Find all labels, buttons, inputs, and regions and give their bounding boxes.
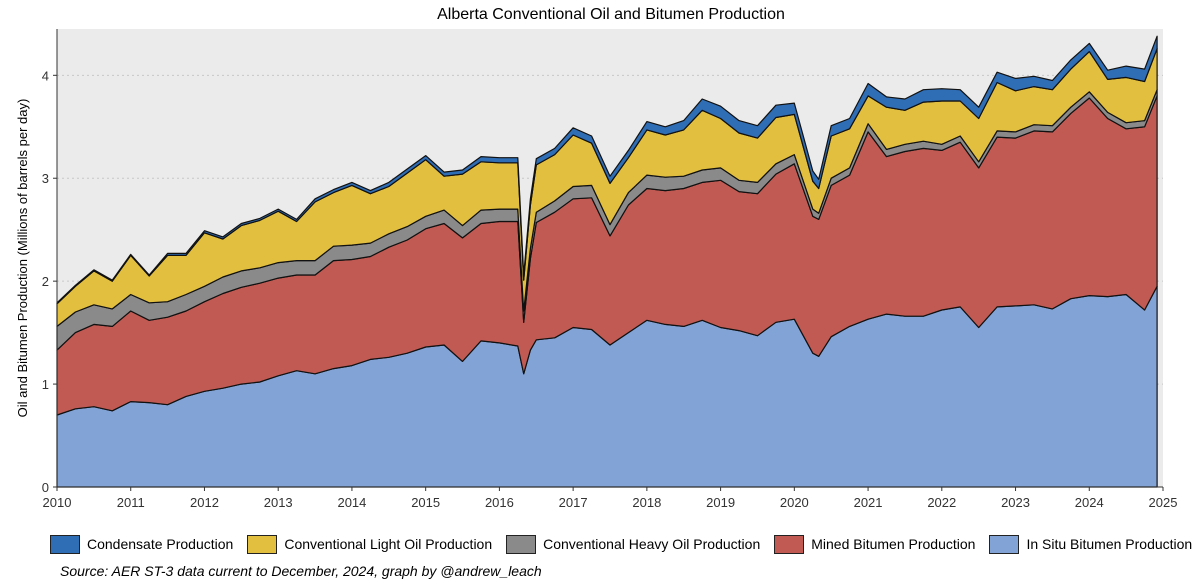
legend-swatch [989, 534, 1020, 554]
legend-item: Condensate Production [50, 534, 234, 554]
legend-item: Conventional Light Oil Production [247, 534, 493, 554]
x-tick-label: 2010 [43, 495, 72, 510]
x-tick-label: 2011 [117, 495, 145, 510]
x-tick-label: 2015 [411, 495, 440, 510]
x-tick-label: 2017 [559, 495, 588, 510]
y-tick-label: 1 [42, 377, 49, 392]
x-tick-label: 2016 [485, 495, 514, 510]
chart: Alberta Conventional Oil and Bitumen Pro… [15, 6, 1178, 510]
x-tick-label: 2018 [632, 495, 661, 510]
legend-label: Mined Bitumen Production [811, 536, 976, 552]
y-tick-label: 0 [42, 480, 49, 495]
legend-label: Conventional Light Oil Production [284, 536, 493, 552]
legend-swatch [506, 534, 537, 554]
legend: Condensate Production Conventional Light … [50, 531, 1200, 557]
x-tick-label: 2014 [337, 495, 366, 510]
legend-label: Condensate Production [87, 536, 234, 552]
axes: 0 1 2 3 4 2010 2011 2012 2013 2014 2015 2016 2017 201… [42, 29, 1178, 510]
legend-swatch [247, 534, 278, 554]
y-tick-label: 4 [42, 68, 49, 83]
legend-label: In Situ Bitumen Production [1026, 536, 1193, 552]
legend-swatch [50, 534, 80, 554]
legend-item: Mined Bitumen Production [774, 534, 976, 554]
y-tick-label: 3 [42, 171, 49, 186]
stacked-areas [56, 35, 1158, 488]
x-tick-label: 2024 [1075, 495, 1104, 510]
chart-title: Alberta Conventional Oil and Bitumen Pro… [437, 6, 785, 23]
x-tick-label: 2023 [1001, 495, 1030, 510]
x-tick-label: 2013 [264, 495, 293, 510]
x-tick-label: 2012 [190, 495, 219, 510]
y-tick-label: 2 [42, 274, 49, 289]
x-tick-label: 2021 [854, 495, 883, 510]
x-tick-label: 2025 [1149, 495, 1178, 510]
area-condensate-production [56, 35, 1158, 305]
legend-item: In Situ Bitumen Production [989, 534, 1193, 554]
x-tick-label: 2022 [927, 495, 956, 510]
y-axis-label: Oil and Bitumen Production (Millions of … [15, 99, 30, 418]
x-tick-label: 2020 [780, 495, 809, 510]
source-caption: Source: AER ST-3 data current to Decembe… [60, 563, 542, 579]
legend-item: Conventional Heavy Oil Production [506, 534, 761, 554]
x-tick-label: 2019 [706, 495, 735, 510]
legend-label: Conventional Heavy Oil Production [543, 536, 761, 552]
legend-swatch [774, 534, 805, 554]
